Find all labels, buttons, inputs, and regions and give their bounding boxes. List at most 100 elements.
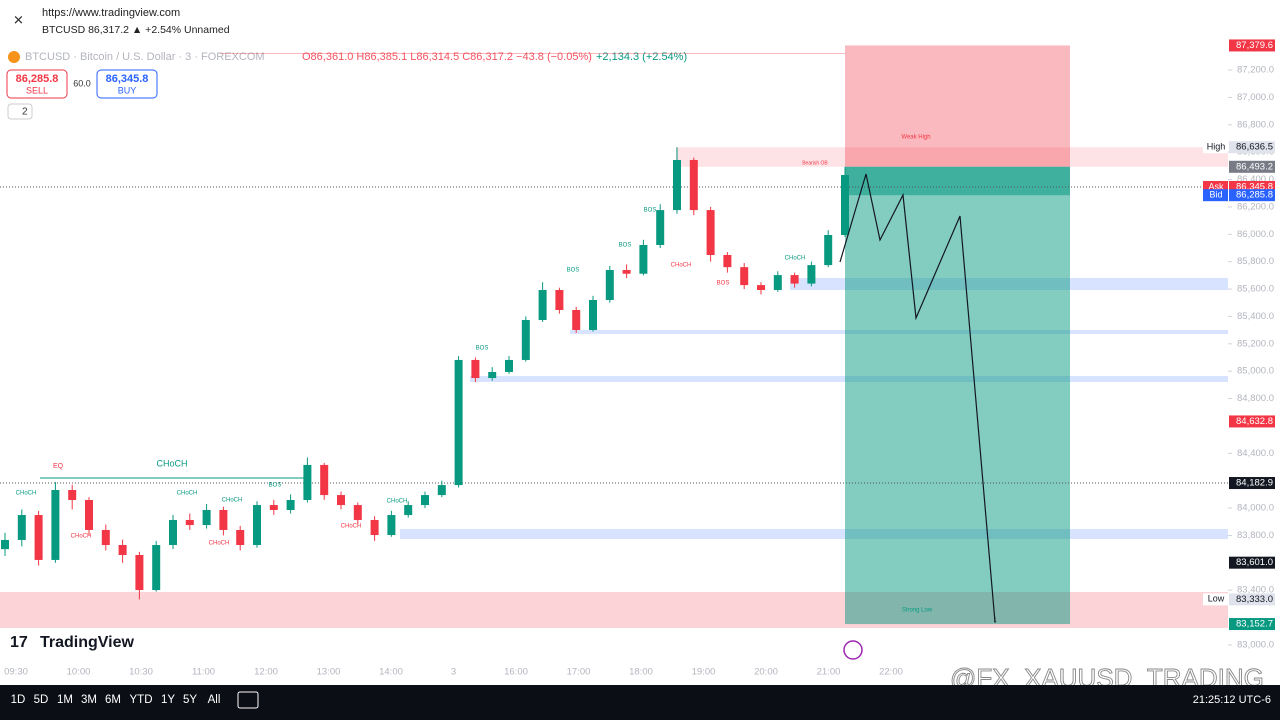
x-tick-label: 16:00 <box>504 667 528 678</box>
price-tag: Low <box>1208 594 1225 604</box>
price-label: 84,632.8 <box>1236 416 1273 427</box>
x-tick-label: 20:00 <box>754 667 778 678</box>
candle-body <box>1 539 9 550</box>
annotation: EQ <box>53 463 64 470</box>
candle-body <box>17 515 26 540</box>
candle-body <box>706 210 715 255</box>
close-icon[interactable]: ✕ <box>13 12 24 27</box>
price-label-box <box>1229 189 1275 202</box>
price-label: 86,493.2 <box>1236 161 1273 172</box>
indicator-count: 2 <box>22 107 28 118</box>
annotation: BOS <box>644 208 657 214</box>
candle-body <box>471 359 480 379</box>
x-tick-label: 21:00 <box>817 667 841 678</box>
annotation: CHoCH <box>387 499 408 505</box>
candle-body <box>807 265 816 284</box>
symbol: BTCUSD · Bitcoin / U.S. Dollar · 3 · FOR… <box>25 51 265 63</box>
candle-body <box>505 359 513 373</box>
y-tick-label: 85,000.0 <box>1237 366 1274 377</box>
y-tick-label: 87,000.0 <box>1237 92 1274 103</box>
y-tick-label: 85,600.0 <box>1237 284 1274 295</box>
clock: 21:25:12 UTC-6 <box>1193 694 1271 706</box>
price-label: 86,285.8 <box>1236 190 1273 201</box>
replay-icon[interactable] <box>843 640 863 660</box>
y-tick-label: 83,800.0 <box>1237 530 1274 541</box>
x-tick-label: 10:00 <box>67 667 91 678</box>
date-range-icon[interactable] <box>237 691 259 709</box>
candle-body <box>51 489 60 560</box>
annotation: BOS <box>619 243 632 249</box>
logo-mark: 17 <box>10 634 28 651</box>
candle-body <box>589 300 597 330</box>
bottom-toolbar <box>0 685 1280 720</box>
annotation: CHoCH <box>671 263 692 269</box>
range-button[interactable]: 5D <box>34 694 49 706</box>
y-tick-label: 87,200.0 <box>1237 65 1274 76</box>
candle-body <box>572 309 581 330</box>
candle-body <box>34 515 43 560</box>
price-label-box <box>1229 477 1275 490</box>
candle-body <box>169 519 177 546</box>
annotation: CHoCH <box>177 491 198 497</box>
tab-info: BTCUSD 86,317.2 ▲ +2.54% Unnamed <box>42 24 230 36</box>
zone <box>676 147 1228 167</box>
price-label: 83,152.7 <box>1236 619 1273 630</box>
x-tick-label: 10:30 <box>129 667 153 678</box>
candle-body <box>337 495 345 506</box>
candle-body <box>824 234 833 266</box>
range-button[interactable]: 1Y <box>161 694 175 706</box>
indicator-toggle[interactable] <box>7 103 33 120</box>
symbol-icon <box>8 51 20 63</box>
range-button[interactable]: 1D <box>11 694 26 706</box>
price-label: 84,182.9 <box>1236 478 1273 489</box>
sell-button[interactable] <box>6 69 68 99</box>
range-button[interactable]: 3M <box>81 694 97 706</box>
entry-band <box>845 166 1070 196</box>
candle-body <box>253 505 261 546</box>
price-tag-box <box>1203 141 1228 154</box>
price-label-box <box>1229 415 1275 428</box>
price-label-box <box>1229 593 1275 606</box>
y-tick-label: 86,200.0 <box>1237 201 1274 212</box>
candle-body <box>790 275 799 284</box>
projection-arrow: ↓ <box>993 615 998 626</box>
annotation: CHoCH <box>156 458 187 468</box>
x-tick-label: 12:00 <box>254 667 278 678</box>
annotation: Weak High <box>901 135 930 141</box>
candle-body <box>757 285 765 291</box>
candle-body <box>185 519 194 526</box>
candle-body <box>555 290 564 310</box>
price-label-box <box>1229 556 1275 569</box>
price-tag: Ask <box>1208 181 1224 191</box>
candle-body <box>118 545 127 556</box>
candle-body <box>387 515 396 536</box>
annotation: CHoCH <box>71 534 92 540</box>
ohlc: O86,361.0 H86,385.1 L86,314.5 C86,317.2 … <box>302 51 592 63</box>
range-button[interactable]: All <box>208 694 221 706</box>
range-button[interactable]: 1M <box>57 694 73 706</box>
annotation: Bearish OB <box>802 160 828 166</box>
candle-body <box>152 545 161 591</box>
axis-layer: 87,200.087,000.086,800.086,600.086,400.0… <box>1203 39 1275 650</box>
candle-body <box>841 175 849 235</box>
candle-body <box>521 319 530 360</box>
candle-body <box>639 244 648 274</box>
price-label: 86,345.8 <box>1236 181 1273 192</box>
annotation: CHoCH <box>341 524 362 530</box>
candle-body <box>740 267 749 286</box>
range-button[interactable]: 5Y <box>183 694 197 706</box>
candle-body <box>605 270 614 301</box>
x-tick-label: 11:00 <box>192 667 215 678</box>
candle-body <box>656 210 665 245</box>
candle-body <box>85 499 93 530</box>
annotation: CHoCH <box>222 498 243 504</box>
range-button[interactable]: YTD <box>130 694 153 706</box>
sell-label: SELL <box>26 85 48 95</box>
candle-body <box>488 372 497 379</box>
buy-button[interactable] <box>96 69 158 99</box>
range-button[interactable]: 6M <box>105 694 121 706</box>
x-tick-label: 3 <box>451 667 456 678</box>
buy-label: BUY <box>118 85 137 95</box>
candle-body <box>673 159 681 211</box>
